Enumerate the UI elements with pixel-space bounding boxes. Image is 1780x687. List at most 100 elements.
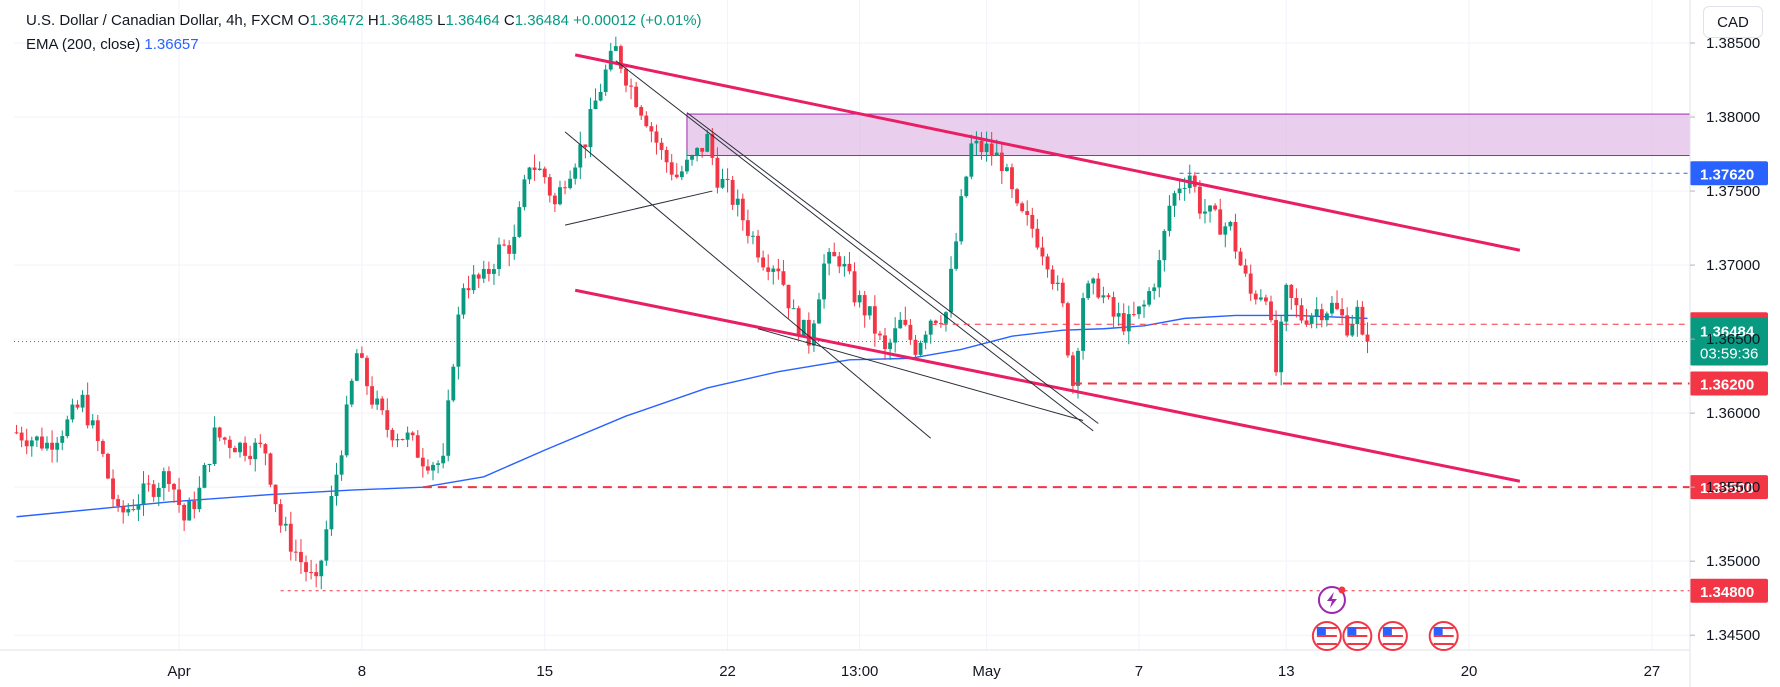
candle-body[interactable]: [1131, 314, 1136, 316]
candle-body[interactable]: [573, 167, 578, 179]
us-flag-event-icon[interactable]: [1342, 621, 1373, 651]
candle-body[interactable]: [60, 436, 65, 443]
candle-body[interactable]: [1304, 320, 1309, 324]
candle-body[interactable]: [781, 271, 786, 285]
candle-body[interactable]: [1269, 301, 1273, 321]
candle-body[interactable]: [949, 268, 953, 313]
candle-body[interactable]: [232, 447, 237, 453]
candle-body[interactable]: [715, 157, 720, 188]
candle-body[interactable]: [791, 308, 796, 310]
candle-body[interactable]: [192, 500, 197, 510]
candle-body[interactable]: [1106, 295, 1111, 298]
candle-body[interactable]: [319, 560, 324, 577]
candle-body[interactable]: [55, 442, 60, 450]
candle-body[interactable]: [395, 439, 400, 441]
candle-body[interactable]: [1314, 309, 1319, 316]
candle-body[interactable]: [324, 529, 329, 561]
candle-body[interactable]: [532, 167, 537, 171]
candle-body[interactable]: [441, 455, 446, 464]
candle-body[interactable]: [862, 295, 867, 316]
candle-body[interactable]: [517, 207, 522, 237]
candle-body[interactable]: [34, 436, 39, 441]
candle-body[interactable]: [938, 323, 943, 325]
resistance-zone[interactable]: [686, 113, 1691, 157]
candle-body[interactable]: [507, 245, 512, 254]
candle-body[interactable]: [431, 464, 435, 471]
candle-body[interactable]: [1081, 298, 1086, 351]
candle-body[interactable]: [1192, 175, 1197, 187]
candle-body[interactable]: [80, 394, 85, 408]
candle-body[interactable]: [999, 152, 1004, 172]
us-flag-event-icon[interactable]: [1377, 621, 1408, 651]
candle-body[interactable]: [659, 142, 664, 150]
candle-body[interactable]: [745, 220, 750, 236]
candle-body[interactable]: [944, 312, 948, 324]
candle-body[interactable]: [502, 244, 507, 246]
candle-body[interactable]: [1330, 302, 1334, 314]
candle-body[interactable]: [85, 394, 90, 426]
candle-body[interactable]: [187, 500, 192, 521]
candle-body[interactable]: [1101, 295, 1106, 298]
candle-body[interactable]: [811, 323, 816, 346]
candle-body[interactable]: [425, 466, 430, 471]
candle-body[interactable]: [512, 236, 517, 254]
candle-body[interactable]: [893, 328, 898, 343]
candle-body[interactable]: [872, 306, 877, 334]
ohlc-row[interactable]: U.S. Dollar / Canadian Dollar, 4h, FXCM …: [26, 9, 702, 33]
candle-body[interactable]: [248, 455, 253, 460]
candle-body[interactable]: [908, 324, 913, 340]
candle-body[interactable]: [542, 168, 547, 178]
candle-body[interactable]: [451, 366, 456, 401]
candle-body[interactable]: [964, 176, 969, 197]
candle-body[interactable]: [1350, 324, 1355, 336]
candle-body[interactable]: [634, 86, 639, 108]
candle-body[interactable]: [1223, 226, 1228, 235]
candle-body[interactable]: [888, 342, 893, 350]
candle-body[interactable]: [136, 504, 141, 510]
candle-body[interactable]: [1015, 189, 1019, 204]
candle-body[interactable]: [365, 357, 369, 387]
candle-body[interactable]: [608, 50, 613, 70]
ema-label[interactable]: EMA (200, close): [26, 36, 141, 53]
candle-body[interactable]: [329, 496, 334, 530]
candle-body[interactable]: [65, 419, 70, 437]
candle-body[interactable]: [1228, 222, 1233, 227]
candle-body[interactable]: [359, 353, 364, 358]
candle-body[interactable]: [400, 439, 405, 441]
candle-body[interactable]: [314, 572, 319, 577]
candle-body[interactable]: [954, 241, 959, 269]
candle-body[interactable]: [1279, 321, 1284, 373]
channel-upper-line[interactable]: [574, 53, 1521, 252]
candle-body[interactable]: [339, 455, 344, 475]
candle-body[interactable]: [568, 178, 573, 189]
candle-body[interactable]: [1121, 313, 1126, 332]
candle-body[interactable]: [796, 308, 801, 336]
candle-body[interactable]: [624, 68, 628, 86]
symbol-title[interactable]: U.S. Dollar / Canadian Dollar, 4h, FXCM: [26, 12, 294, 29]
candle-body[interactable]: [1137, 306, 1141, 315]
trendline-black[interactable]: [564, 131, 932, 439]
candle-body[interactable]: [486, 268, 491, 274]
candle-body[interactable]: [1162, 230, 1167, 261]
candle-body[interactable]: [1030, 214, 1035, 229]
candle-body[interactable]: [852, 271, 857, 303]
candle-body[interactable]: [766, 267, 771, 272]
candle-body[interactable]: [334, 474, 339, 497]
candle-body[interactable]: [857, 295, 862, 303]
candle-body[interactable]: [903, 319, 908, 325]
candle-body[interactable]: [847, 263, 852, 272]
currency-button[interactable]: CAD: [1703, 6, 1763, 38]
candle-body[interactable]: [725, 178, 730, 181]
candle-body[interactable]: [878, 333, 882, 336]
candle-body[interactable]: [1076, 350, 1080, 386]
candle-body[interactable]: [989, 143, 994, 157]
candle-body[interactable]: [100, 441, 105, 454]
candle-body[interactable]: [558, 187, 562, 205]
candle-body[interactable]: [735, 198, 740, 205]
candle-body[interactable]: [674, 174, 679, 178]
candle-body[interactable]: [446, 400, 451, 456]
candle-body[interactable]: [420, 457, 425, 467]
candle-body[interactable]: [1218, 209, 1223, 235]
candle-body[interactable]: [304, 562, 308, 573]
candle-body[interactable]: [126, 509, 131, 513]
